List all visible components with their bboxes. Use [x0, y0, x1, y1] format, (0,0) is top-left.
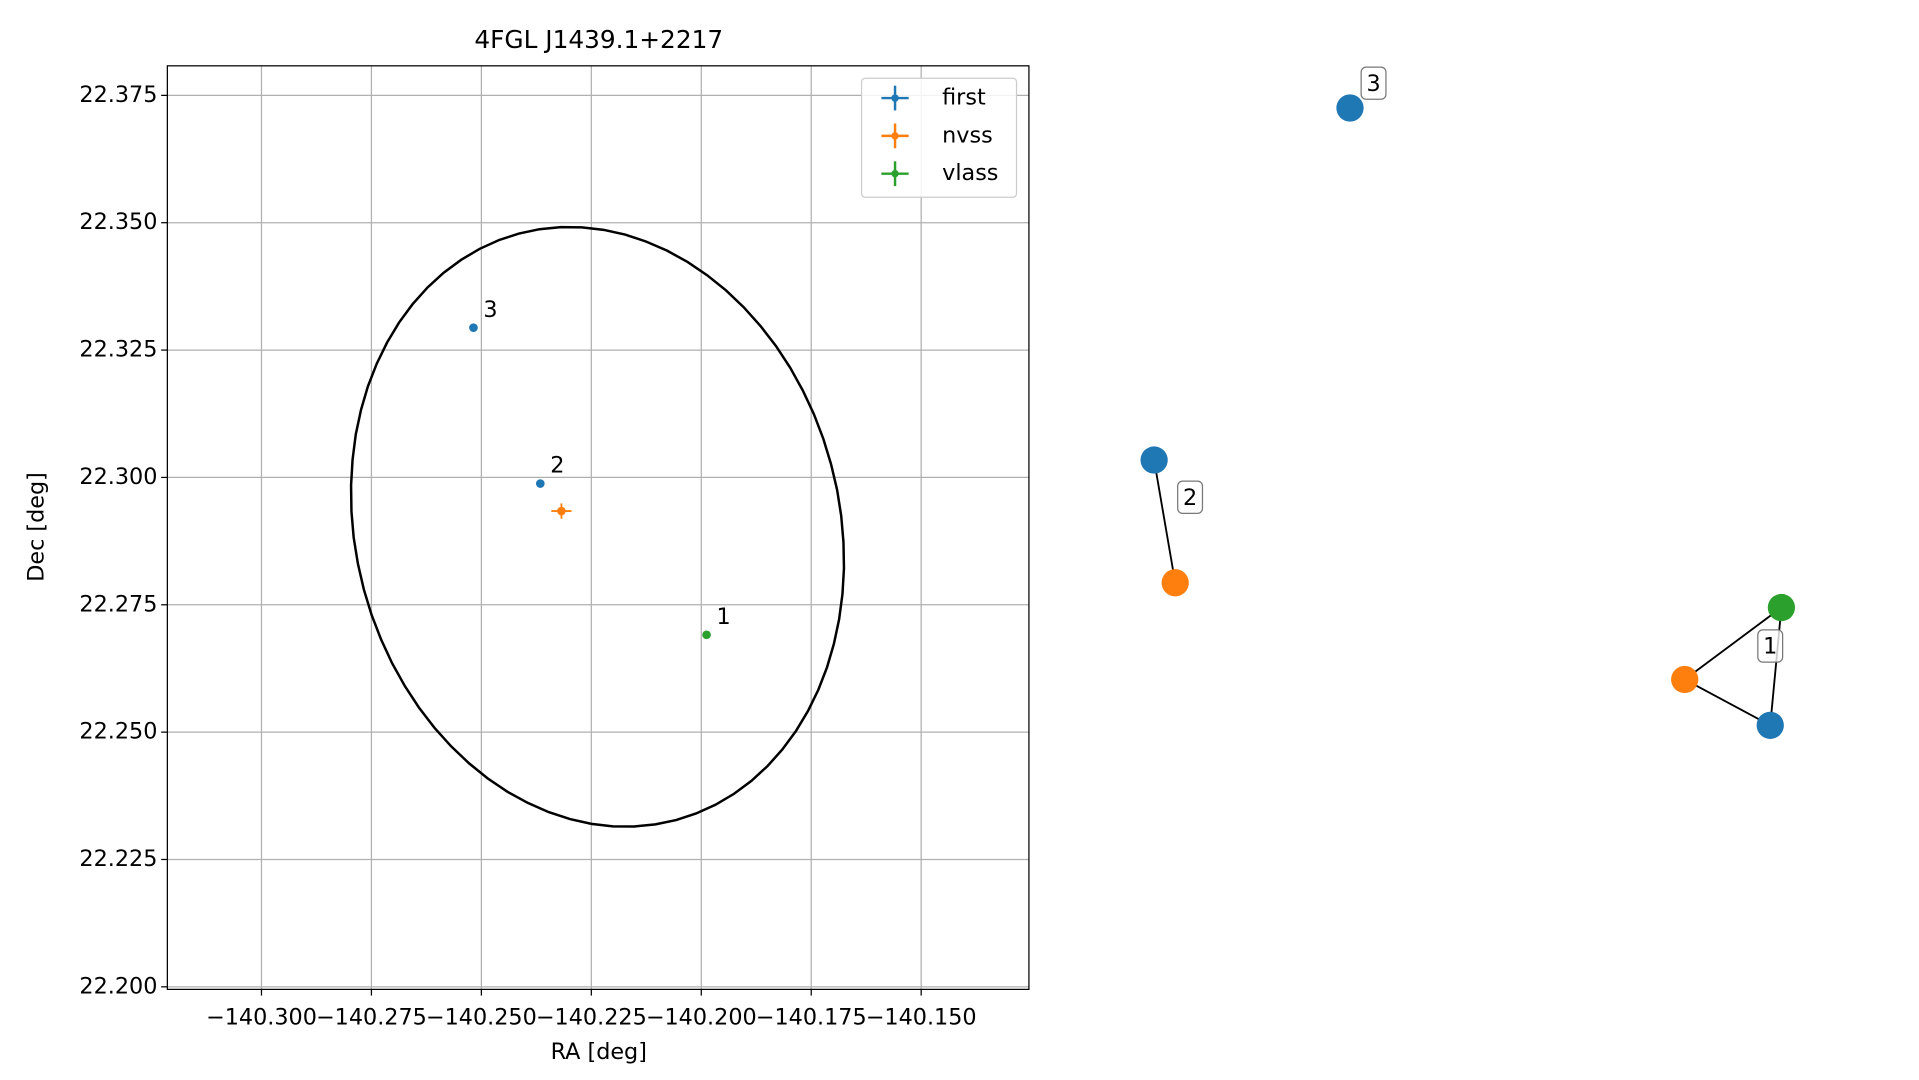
node-label-box [1360, 66, 1387, 100]
legend-label: nvss [942, 122, 993, 148]
point [535, 479, 545, 488]
legend: first nvss vlass [860, 77, 1018, 198]
network-edge [1684, 606, 1782, 681]
y-tick-label: 22.300 [79, 464, 157, 490]
x-tick-label: −140.150 [866, 1004, 977, 1030]
network-node [1767, 593, 1796, 622]
point-label: 1 [716, 604, 730, 630]
network: 3 2 1 [1140, 66, 1796, 739]
x-axis-label: RA [deg] [551, 1039, 647, 1065]
legend-box [860, 77, 1018, 198]
point-label: 2 [550, 453, 564, 479]
x-tick-label: −140.225 [536, 1004, 647, 1030]
legend-label: vlass [942, 160, 998, 186]
node-label: 3 [1366, 71, 1380, 97]
x-tick-label: −140.175 [756, 1004, 867, 1030]
y-tick-label: 22.250 [79, 719, 157, 745]
y-tick-label: 22.225 [79, 846, 157, 872]
point [557, 506, 566, 516]
y-tick-label: 22.350 [79, 209, 157, 235]
y-tick-label: 22.275 [79, 591, 157, 617]
network-node [1756, 711, 1784, 739]
point [702, 630, 711, 640]
point-label: 3 [483, 297, 497, 323]
plot-frame [166, 65, 1030, 990]
error-ellipse [349, 225, 846, 828]
network-edge [1769, 607, 1783, 726]
x-tick-label: −140.275 [316, 1004, 427, 1030]
legend-marker [891, 169, 899, 178]
chart-title: 4FGL J1439.1+2217 [474, 25, 723, 54]
network-node [1161, 569, 1189, 597]
legend-marker [891, 94, 899, 102]
network-node [1336, 94, 1364, 122]
x-tick-label: −140.250 [426, 1004, 537, 1030]
x-tick-label: −140.300 [206, 1004, 317, 1030]
y-axis-label: Dec [deg] [24, 472, 50, 582]
legend-marker [891, 132, 899, 140]
point [469, 323, 478, 333]
network-edge [1153, 459, 1177, 583]
legend-label: first [942, 85, 986, 111]
y-tick-label: 22.325 [79, 337, 157, 363]
node-label: 2 [1183, 485, 1197, 511]
network-node [1671, 665, 1699, 694]
y-tick-label: 22.375 [79, 82, 157, 108]
node-label: 1 [1763, 634, 1777, 660]
x-tick-label: −140.200 [646, 1004, 757, 1030]
network-edge [1684, 678, 1771, 727]
node-label-box [1757, 629, 1784, 663]
y-tick-label: 22.200 [79, 973, 157, 999]
network-node [1140, 446, 1168, 474]
node-label-box [1177, 480, 1204, 514]
